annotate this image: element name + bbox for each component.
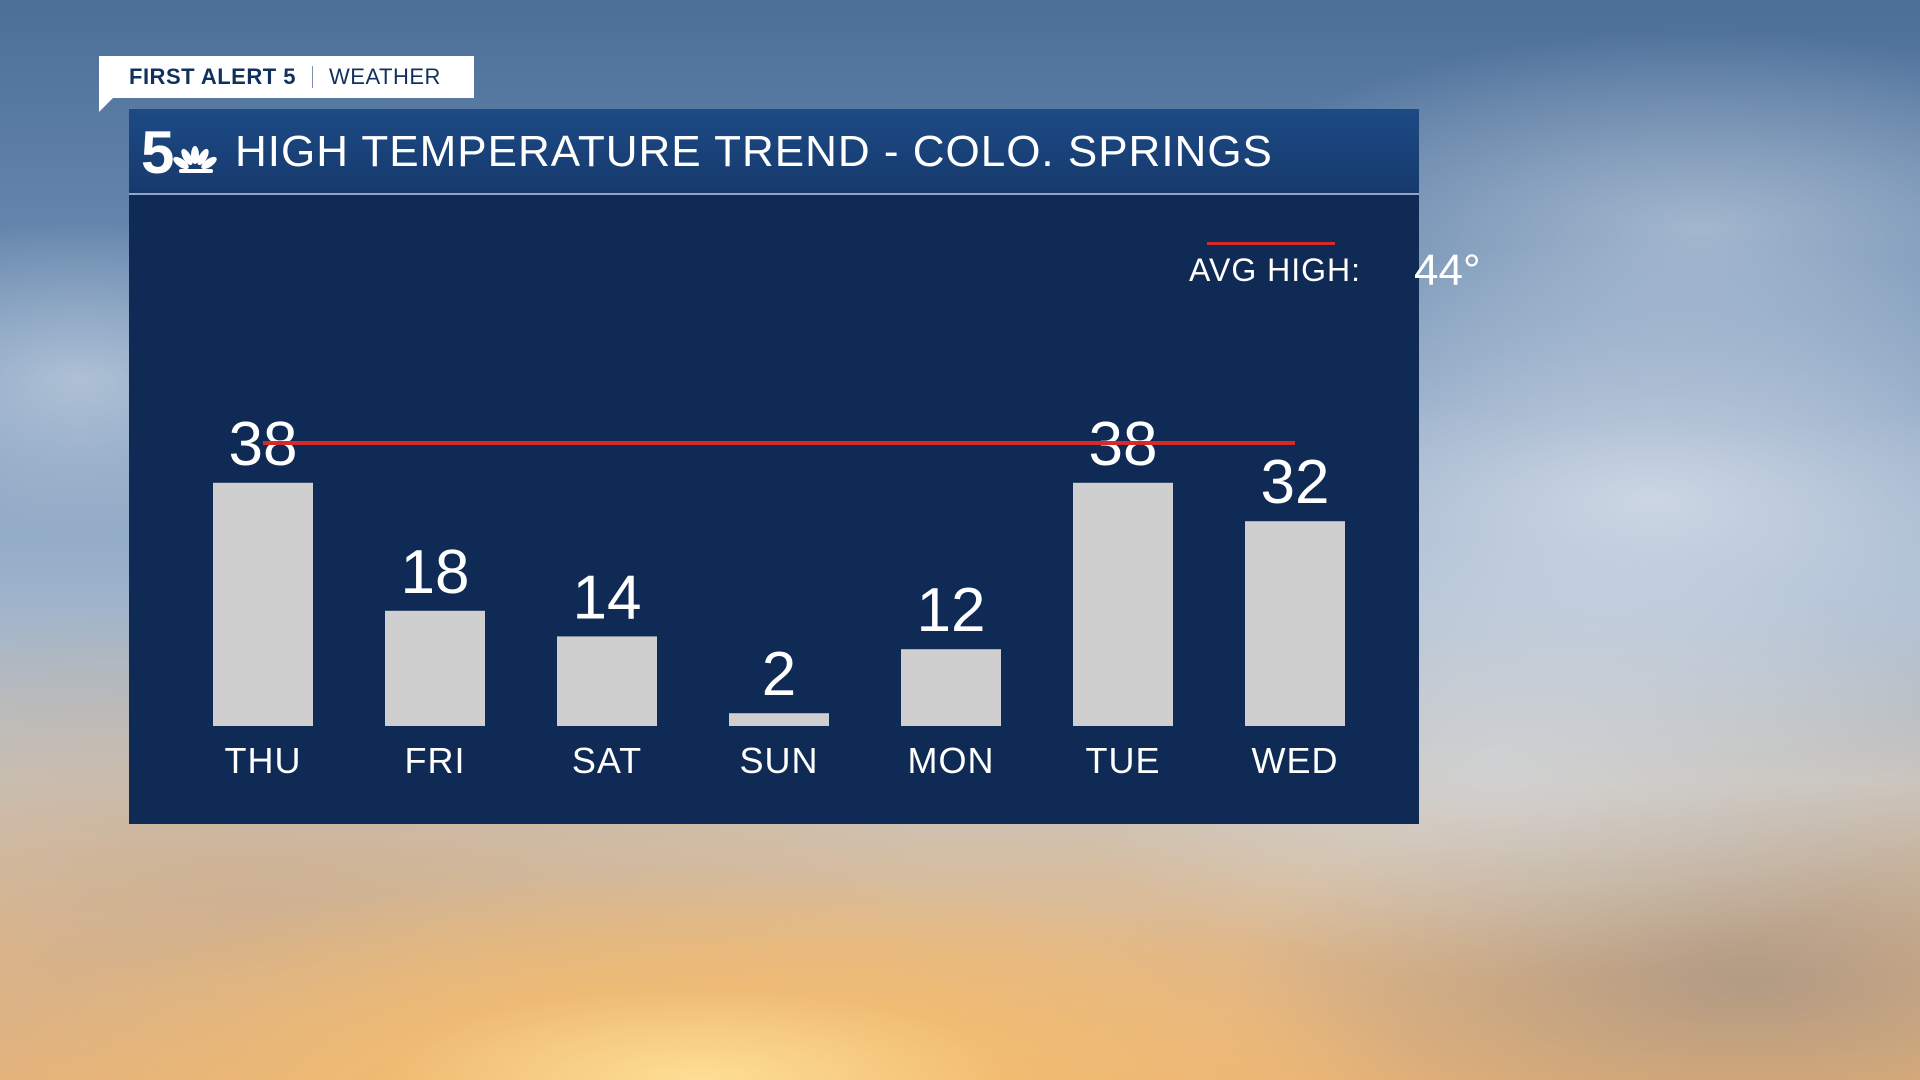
nbc5-peacock-logo-icon: 5: [141, 121, 217, 181]
avg-high-legend-swatch: [1207, 242, 1335, 245]
category-label-thu: THU: [225, 740, 302, 781]
panel-header: 5 HIGH TEMPERATURE TREND - COLO. SPRINGS: [129, 109, 1419, 195]
tag-divider: [312, 66, 314, 88]
value-label-wed: 32: [1261, 448, 1330, 517]
first-alert-weather-tag: FIRST ALERT 5 WEATHER: [99, 56, 474, 98]
avg-high-legend-label: AVG HIGH:: [1189, 252, 1361, 288]
bar-tue: [1073, 482, 1173, 726]
category-label-sun: SUN: [739, 740, 818, 781]
bar-thu: [213, 482, 313, 726]
value-label-mon: 12: [917, 576, 986, 645]
value-label-sat: 14: [573, 563, 642, 632]
value-label-sun: 2: [762, 640, 796, 709]
category-label-wed: WED: [1252, 740, 1339, 781]
bar-mon: [901, 649, 1001, 726]
bar-sun: [729, 713, 829, 726]
category-label-tue: TUE: [1086, 740, 1161, 781]
bar-fri: [385, 610, 485, 726]
svg-text:5: 5: [141, 121, 174, 181]
category-label-mon: MON: [908, 740, 995, 781]
chart-title: HIGH TEMPERATURE TREND - COLO. SPRINGS: [235, 127, 1273, 176]
chart-panel: 5 HIGH TEMPERATURE TREND - COLO. SPRINGS…: [129, 109, 1481, 824]
bar-wed: [1245, 521, 1345, 726]
tag-brand: FIRST ALERT 5: [129, 64, 297, 89]
tag-subtitle: WEATHER: [329, 64, 441, 89]
category-label-sat: SAT: [572, 740, 642, 781]
bar-sat: [557, 636, 657, 726]
value-label-fri: 18: [401, 538, 470, 607]
avg-high-legend: AVG HIGH: 44°: [1059, 232, 1481, 295]
category-label-fri: FRI: [405, 740, 466, 781]
tag-notch: [99, 98, 113, 112]
avg-high-legend-value: 44°: [1414, 246, 1481, 295]
